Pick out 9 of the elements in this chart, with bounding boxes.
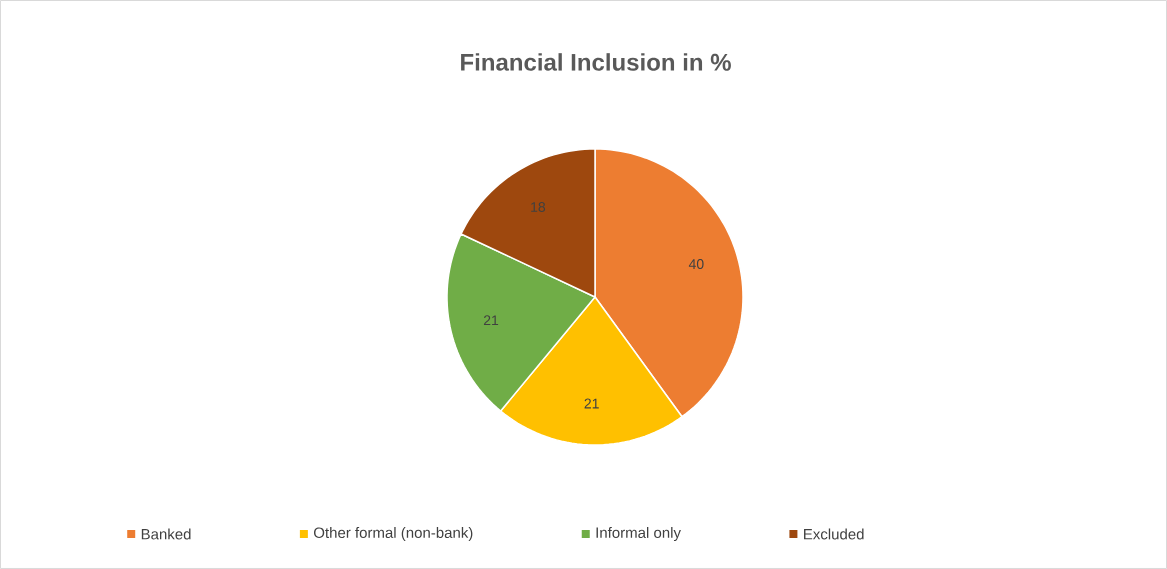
legend-label: Excluded <box>804 528 864 540</box>
legend-label: Other formal (non-bank) <box>313 527 473 541</box>
data-label: 21 <box>584 398 599 409</box>
data-label: 21 <box>483 315 499 326</box>
legend-label: Informal only <box>596 526 681 541</box>
legend-label: Banked <box>141 528 191 540</box>
data-label: 18 <box>531 202 546 212</box>
chart-title: Financial Inclusion in % <box>461 53 731 71</box>
data-label: 40 <box>688 259 704 270</box>
